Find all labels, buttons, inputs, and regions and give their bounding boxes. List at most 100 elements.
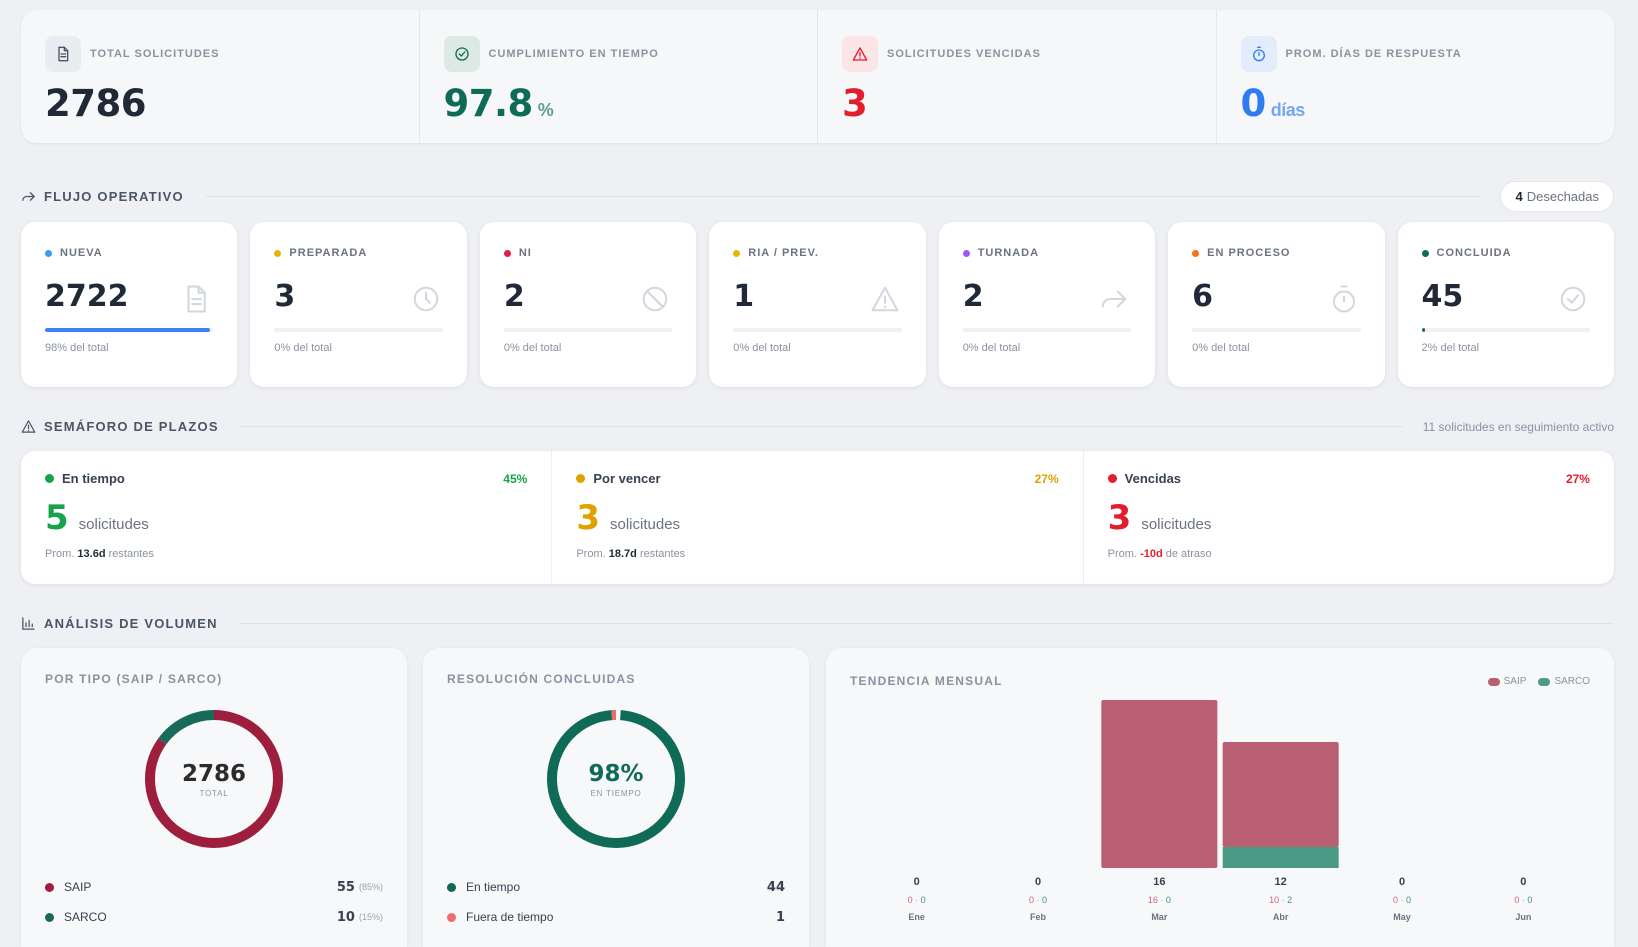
kpi-label: PROM. DÍAS DE RESPUESTA — [1285, 48, 1462, 60]
flow-cards: NUEVA 2722 98% del total PREPARADA 3 0% del t… — [21, 222, 1614, 387]
flow-label: PREPARADA — [289, 247, 368, 259]
semaforo-unit: solicitudes — [78, 516, 149, 533]
kpi-card: SOLICITUDES VENCIDAS 3 — [818, 10, 1217, 143]
progress-fill — [45, 328, 211, 332]
discarded-label: Desechadas — [1526, 189, 1599, 204]
flow-value: 1 — [733, 279, 755, 314]
divider — [205, 196, 1481, 197]
document-icon — [187, 285, 207, 313]
month-tick-label: Mar — [1151, 912, 1168, 922]
check-circle-icon — [454, 47, 469, 61]
foot-value: 18.7d — [608, 548, 637, 560]
por-tipo-legend: SAIP 55 (85%) SARCO 10 (15%) — [45, 872, 383, 932]
breakdown-label: 10 · 2 — [1269, 895, 1292, 905]
res-slice-0[interactable] — [547, 710, 685, 848]
flow-card-ria-prev[interactable]: RIA / PREV. 1 0% del total — [709, 222, 926, 387]
semaforo-percent: 27% — [1565, 472, 1590, 486]
resolucion-title: RESOLUCIÓN CONCLUIDAS — [447, 672, 636, 686]
semaforo-footnote: Prom. 13.6d restantes — [45, 548, 527, 560]
saip-count: 0 — [1393, 895, 1398, 905]
por-tipo-card: POR TIPO (SAIP / SARCO) 2786 TOTAL SAIP 5… — [21, 648, 407, 947]
total-label: 0 — [1399, 876, 1405, 888]
semaforo-card[interactable]: Vencidas 27% 3 solicitudes Prom. -10d de atr… — [1084, 451, 1614, 584]
legend-item: SARCO — [1538, 676, 1590, 687]
flow-card-en-proceso[interactable]: EN PROCESO 6 0% del total — [1168, 222, 1385, 387]
semaforo-unit: solicitudes — [1141, 516, 1212, 533]
flow-label: NI — [518, 247, 532, 259]
sarco-count: 2 — [1287, 895, 1292, 905]
sarco-count: 0 — [1527, 895, 1532, 905]
flow-card-turnada[interactable]: TURNADA 2 0% del total — [938, 222, 1156, 387]
progress-bar — [45, 328, 214, 332]
kpi-card: CUMPLIMIENTO EN TIEMPO 97.8% — [420, 10, 818, 143]
analisis-section-header: ANÁLISIS DE VOLUMEN — [21, 616, 1614, 631]
bar-saip-abr[interactable] — [1222, 742, 1339, 847]
flow-value: 45 — [1421, 279, 1464, 314]
month-tick-label: Ene — [908, 912, 925, 922]
semaforo-value: 5 — [45, 498, 69, 538]
status-dot — [45, 474, 54, 483]
legend-value: 55 — [336, 879, 355, 895]
status-dot — [1421, 249, 1429, 257]
kpi-label: SOLICITUDES VENCIDAS — [887, 48, 1041, 60]
kpi-card: TOTAL SOLICITUDES 2786 — [21, 10, 420, 143]
donut-total-value: 2786 — [181, 760, 246, 787]
legend-value: 10 — [336, 909, 355, 925]
sarco-count: 0 — [921, 895, 926, 905]
progress-bar — [962, 328, 1132, 332]
semaforo-footnote: Prom. 18.7d restantes — [576, 548, 1058, 560]
semaforo-title: SEMÁFORO DE PLAZOS — [44, 419, 219, 434]
sarco-count: 0 — [1166, 895, 1171, 905]
month-tick-label: Jun — [1515, 912, 1531, 922]
semaforo-card[interactable]: En tiempo 45% 5 solicitudes Prom. 13.6d rest… — [21, 451, 553, 584]
flow-card-ni[interactable]: NI 2 0% del total — [479, 222, 697, 387]
flow-label: CONCLUIDA — [1436, 247, 1512, 259]
bar-saip-mar[interactable] — [1101, 700, 1218, 868]
flow-label: RIA / PREV. — [748, 247, 819, 259]
progress-bar — [1192, 328, 1361, 332]
tipo-slice-1[interactable] — [145, 710, 283, 848]
legend-row: SAIP 55 (85%) — [45, 872, 383, 902]
flow-card-nueva[interactable]: NUEVA 2722 98% del total — [21, 222, 238, 387]
legend-row: SARCO 10 (15%) — [45, 902, 383, 932]
bar-sarco-abr[interactable] — [1222, 847, 1339, 868]
month-tick-label: Abr — [1273, 912, 1289, 922]
flow-value: 2722 — [45, 279, 129, 314]
legend-dot — [447, 882, 456, 892]
legend-label: SAIP — [64, 880, 92, 894]
foot-prefix: Prom. — [576, 548, 606, 560]
semaforo-footnote: Prom. -10d de atraso — [1108, 548, 1590, 560]
kpi-value: 97.8 — [443, 82, 534, 125]
legend-percent: (15%) — [358, 912, 383, 922]
donut-total-label: TOTAL — [199, 788, 229, 798]
flow-percent: 0% del total — [1192, 342, 1250, 354]
legend-row: En tiempo 44 — [447, 872, 785, 902]
kpi-strip: TOTAL SOLICITUDES 2786 CUMPLIMIENTO EN TIE… — [21, 10, 1614, 143]
legend-dot — [447, 912, 456, 922]
discarded-pill[interactable]: 4 Desechadas — [1500, 181, 1614, 212]
flow-card-concluida[interactable]: CONCLUIDA 45 2% del total — [1397, 222, 1614, 387]
foot-value: -10d — [1140, 548, 1163, 560]
legend-swatch — [1487, 677, 1500, 686]
discarded-count: 4 — [1515, 189, 1523, 204]
kpi-label: TOTAL SOLICITUDES — [90, 48, 220, 60]
semaforo-percent: 45% — [503, 472, 528, 486]
progress-fill — [1421, 328, 1425, 332]
month-tick-label: Feb — [1030, 912, 1047, 922]
semaforo-card[interactable]: Por vencer 27% 3 solicitudes Prom. 18.7d res… — [552, 451, 1084, 584]
saip-count: 0 — [1514, 895, 1519, 905]
flow-card-preparada[interactable]: PREPARADA 3 0% del total — [250, 222, 467, 387]
flow-percent: 0% del total — [274, 342, 332, 354]
progress-bar — [1421, 328, 1590, 332]
sarco-count: 0 — [1406, 895, 1411, 905]
foot-suffix: restantes — [108, 548, 154, 560]
kpi-label: CUMPLIMIENTO EN TIEMPO — [488, 48, 659, 60]
breakdown-label: 16 · 0 — [1148, 895, 1171, 905]
progress-bar — [274, 328, 443, 332]
res-slice-1[interactable] — [547, 710, 685, 848]
semaforo-value: 3 — [1107, 498, 1132, 538]
document-icon — [58, 46, 69, 62]
breakdown-label: 0 · 0 — [1393, 895, 1411, 905]
status-dot — [733, 249, 741, 257]
